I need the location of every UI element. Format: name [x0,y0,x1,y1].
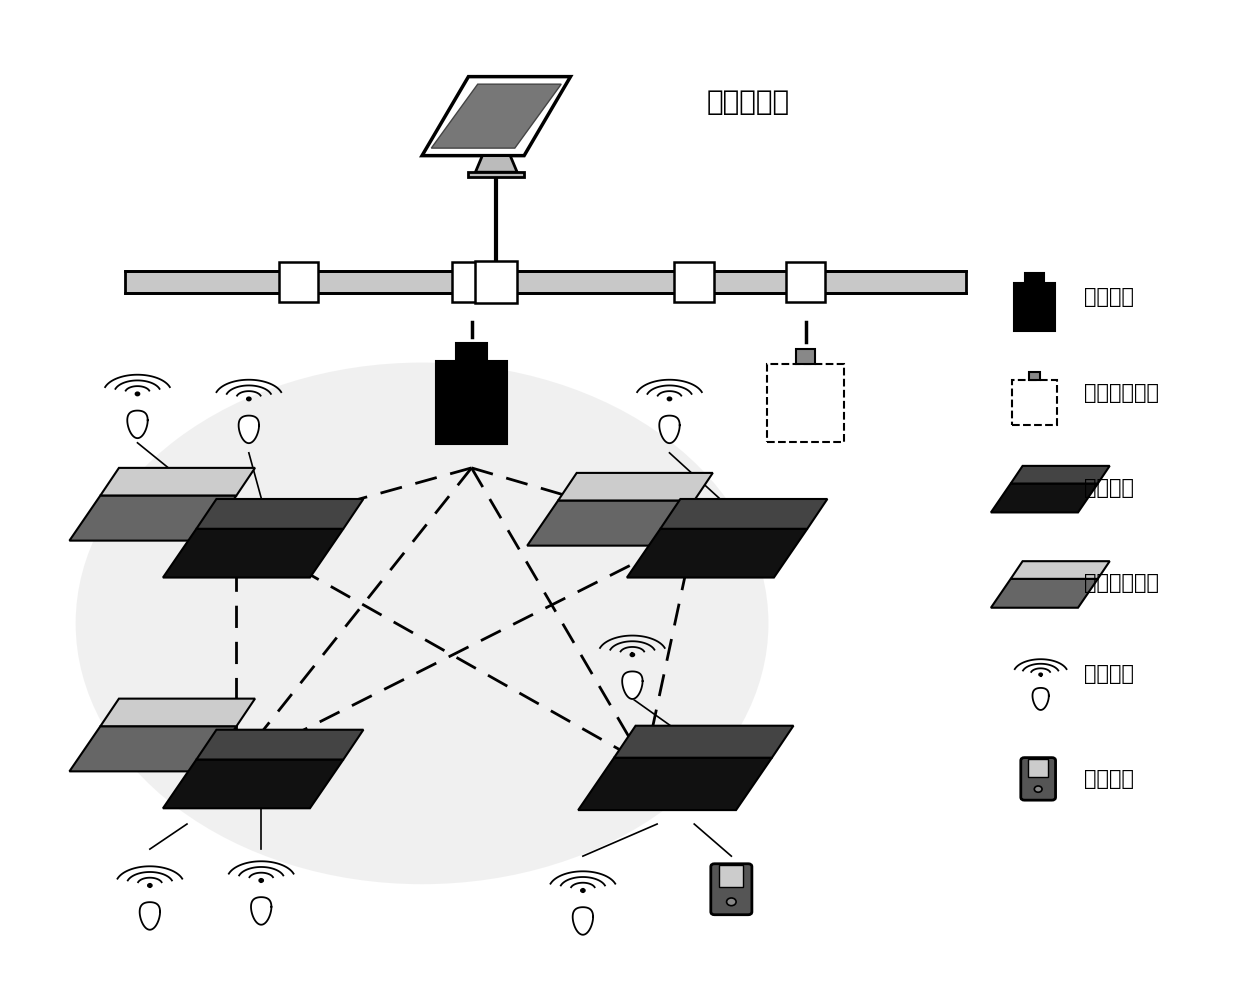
Polygon shape [162,760,343,808]
Text: 手持设备: 手持设备 [1084,769,1133,789]
Polygon shape [1011,561,1110,578]
Polygon shape [622,671,642,699]
Polygon shape [69,496,237,540]
Polygon shape [991,484,1097,512]
Polygon shape [627,529,807,577]
Polygon shape [69,726,237,772]
Polygon shape [573,907,593,935]
Polygon shape [196,729,363,760]
Circle shape [580,888,585,892]
Bar [675,263,714,303]
Circle shape [630,653,635,657]
Polygon shape [140,902,160,930]
Polygon shape [527,501,694,545]
Circle shape [727,898,737,905]
FancyBboxPatch shape [1021,758,1055,800]
Circle shape [667,397,672,400]
Polygon shape [991,578,1097,608]
Text: 冗余路由设备: 冗余路由设备 [1084,573,1159,594]
Circle shape [135,392,140,395]
Bar [1029,372,1040,380]
Polygon shape [661,499,827,529]
Polygon shape [422,76,570,156]
FancyBboxPatch shape [711,864,751,914]
Polygon shape [100,698,255,726]
Bar [1028,759,1048,777]
Bar [768,363,844,442]
Circle shape [148,883,153,887]
Bar [1025,273,1044,284]
Text: 网关设备: 网关设备 [1084,288,1133,308]
Bar [125,272,966,294]
Polygon shape [162,529,343,577]
Text: 主控计算机: 主控计算机 [707,88,790,116]
Polygon shape [432,85,562,148]
Polygon shape [238,415,259,444]
Bar [475,262,517,304]
Polygon shape [1033,688,1049,710]
Bar [451,263,491,303]
Polygon shape [196,499,363,529]
Circle shape [259,878,263,882]
Bar [1012,380,1056,426]
Bar [436,361,507,445]
Polygon shape [250,897,272,925]
Polygon shape [614,725,794,758]
Polygon shape [578,758,773,810]
Polygon shape [100,468,255,496]
Bar [279,263,319,303]
Ellipse shape [76,362,769,884]
Bar [786,263,826,303]
Polygon shape [128,410,148,439]
Polygon shape [475,156,517,172]
Bar [469,172,525,177]
Polygon shape [558,473,713,501]
Circle shape [247,397,250,400]
Polygon shape [660,415,680,444]
Bar [1014,284,1055,331]
Text: 冗余网关设备: 冗余网关设备 [1084,382,1159,402]
Text: 路由设备: 路由设备 [1084,478,1133,498]
Bar [796,349,815,363]
Text: 现场设备: 现场设备 [1084,664,1133,683]
Polygon shape [1011,466,1110,484]
Bar [455,343,487,361]
Circle shape [1034,786,1042,793]
Bar [719,864,744,887]
Circle shape [1039,673,1043,676]
